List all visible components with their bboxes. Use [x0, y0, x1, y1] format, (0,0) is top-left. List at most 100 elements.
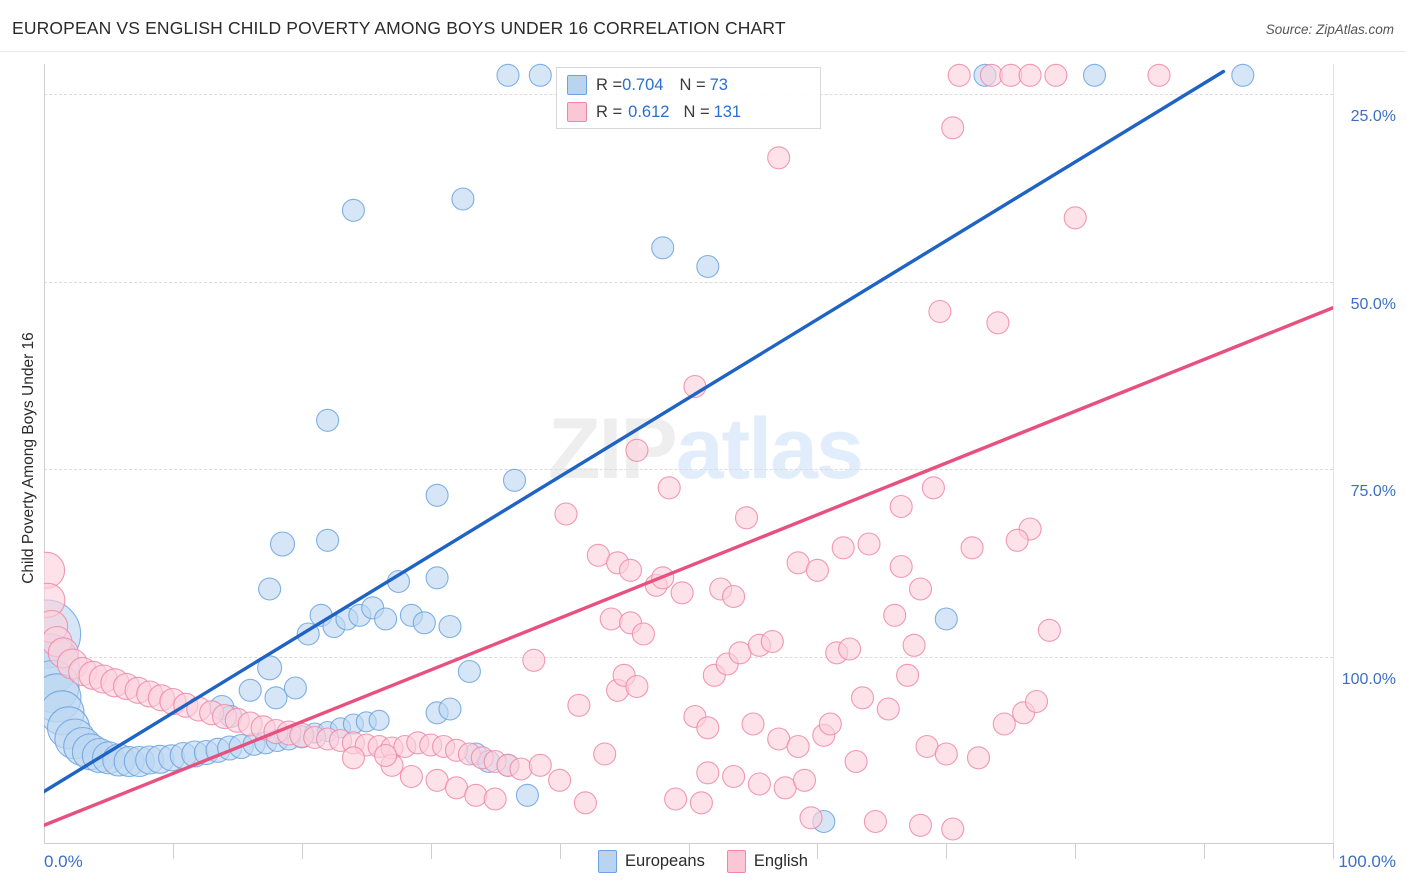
data-point — [593, 742, 617, 766]
data-point — [934, 742, 958, 766]
y-tick-label-100: 25.0% — [1350, 108, 1396, 125]
english-r-label: R = — [596, 102, 623, 121]
data-point — [818, 712, 842, 736]
data-point — [960, 536, 984, 560]
data-point — [670, 581, 694, 605]
data-point — [844, 749, 868, 774]
data-point — [496, 63, 520, 87]
english-n-label: N = — [683, 102, 710, 121]
data-point — [941, 116, 965, 140]
data-point — [934, 607, 958, 631]
europeans-n-label: N = — [679, 75, 706, 94]
data-point — [341, 198, 365, 222]
data-point — [515, 783, 539, 807]
data-point — [741, 712, 765, 736]
page-title: EUROPEAN VS ENGLISH CHILD POVERTY AMONG … — [12, 18, 786, 38]
data-point — [374, 743, 398, 768]
data-point — [444, 776, 469, 800]
data-point — [618, 558, 643, 582]
data-point — [412, 611, 436, 635]
data-point — [283, 676, 307, 700]
series-legend: Europeans English — [0, 850, 1406, 873]
english-r-value: 0.612 — [628, 102, 670, 121]
data-point — [631, 622, 655, 646]
x-tick-10 — [173, 843, 174, 859]
data-point — [528, 753, 552, 777]
data-point — [908, 813, 933, 837]
data-point — [915, 734, 939, 759]
legend-label-europeans: Europeans — [625, 852, 705, 870]
data-point — [734, 506, 759, 530]
data-point — [451, 187, 475, 211]
data-point — [786, 734, 810, 759]
x-tick-50 — [689, 843, 690, 859]
data-point — [773, 776, 797, 800]
data-point — [1005, 528, 1029, 552]
data-point — [722, 584, 746, 609]
trendline-english — [44, 306, 1333, 827]
data-point — [728, 641, 752, 665]
legend-swatch-europeans-icon — [598, 850, 618, 873]
y-tick-label-75: 50.0% — [1350, 295, 1396, 313]
data-point — [625, 674, 649, 699]
data-point — [767, 146, 791, 170]
data-point — [747, 772, 771, 796]
data-point — [696, 761, 720, 785]
y-tick-label-25: 100.0% — [1341, 670, 1396, 688]
data-point — [908, 577, 933, 601]
data-point — [857, 532, 881, 556]
data-point — [341, 746, 365, 770]
data-point — [696, 716, 720, 740]
data-point — [548, 768, 572, 792]
data-point — [464, 783, 488, 807]
data-point — [786, 551, 810, 575]
data-point — [399, 764, 423, 789]
data-point — [1063, 206, 1087, 230]
data-point — [928, 299, 952, 324]
x-axis-max-label: 100.0% — [1338, 852, 1396, 871]
data-point — [664, 787, 688, 811]
data-point — [1044, 63, 1068, 87]
data-point — [316, 408, 340, 432]
x-tick-60 — [817, 843, 818, 859]
data-point — [483, 787, 507, 811]
legend-item-english[interactable]: English — [726, 850, 808, 873]
data-point — [696, 254, 720, 279]
data-point — [438, 697, 462, 721]
data-point — [528, 63, 552, 87]
data-point — [805, 558, 829, 582]
data-point — [522, 648, 546, 672]
source-attribution: Source: ZipAtlas.com — [1265, 22, 1394, 37]
data-point — [509, 757, 533, 781]
english-n-value: 131 — [713, 102, 742, 121]
data-point — [625, 438, 649, 462]
data-point — [554, 502, 578, 526]
legend-item-europeans[interactable]: Europeans — [598, 850, 705, 873]
data-point — [651, 236, 675, 260]
data-point — [1082, 63, 1107, 87]
data-point — [722, 764, 746, 789]
data-point — [902, 633, 926, 657]
data-point — [883, 603, 907, 627]
europeans-n-value: 73 — [709, 75, 728, 94]
data-point — [567, 693, 591, 717]
data-point — [316, 528, 340, 552]
data-point — [799, 806, 823, 830]
x-tick-70 — [946, 843, 947, 859]
data-point — [438, 614, 462, 639]
data-point — [876, 697, 900, 721]
data-point — [425, 566, 449, 590]
gridline-y-25 — [44, 657, 1333, 658]
data-point — [258, 577, 282, 601]
stats-row-english: R = 0.612 N = 131 — [567, 99, 741, 125]
y-axis-right-line — [1333, 64, 1334, 844]
header-divider — [0, 51, 1406, 52]
data-point — [889, 554, 913, 579]
gridline-y-50 — [44, 469, 1333, 470]
correlation-stats-box: R = 0.704 N = 73 R = 0.612 N = 131 — [556, 67, 821, 129]
data-point — [979, 63, 1003, 87]
x-tick-30 — [431, 843, 432, 859]
gridline-y-75 — [44, 282, 1333, 283]
x-tick-90 — [1204, 843, 1205, 859]
data-point — [863, 809, 887, 834]
